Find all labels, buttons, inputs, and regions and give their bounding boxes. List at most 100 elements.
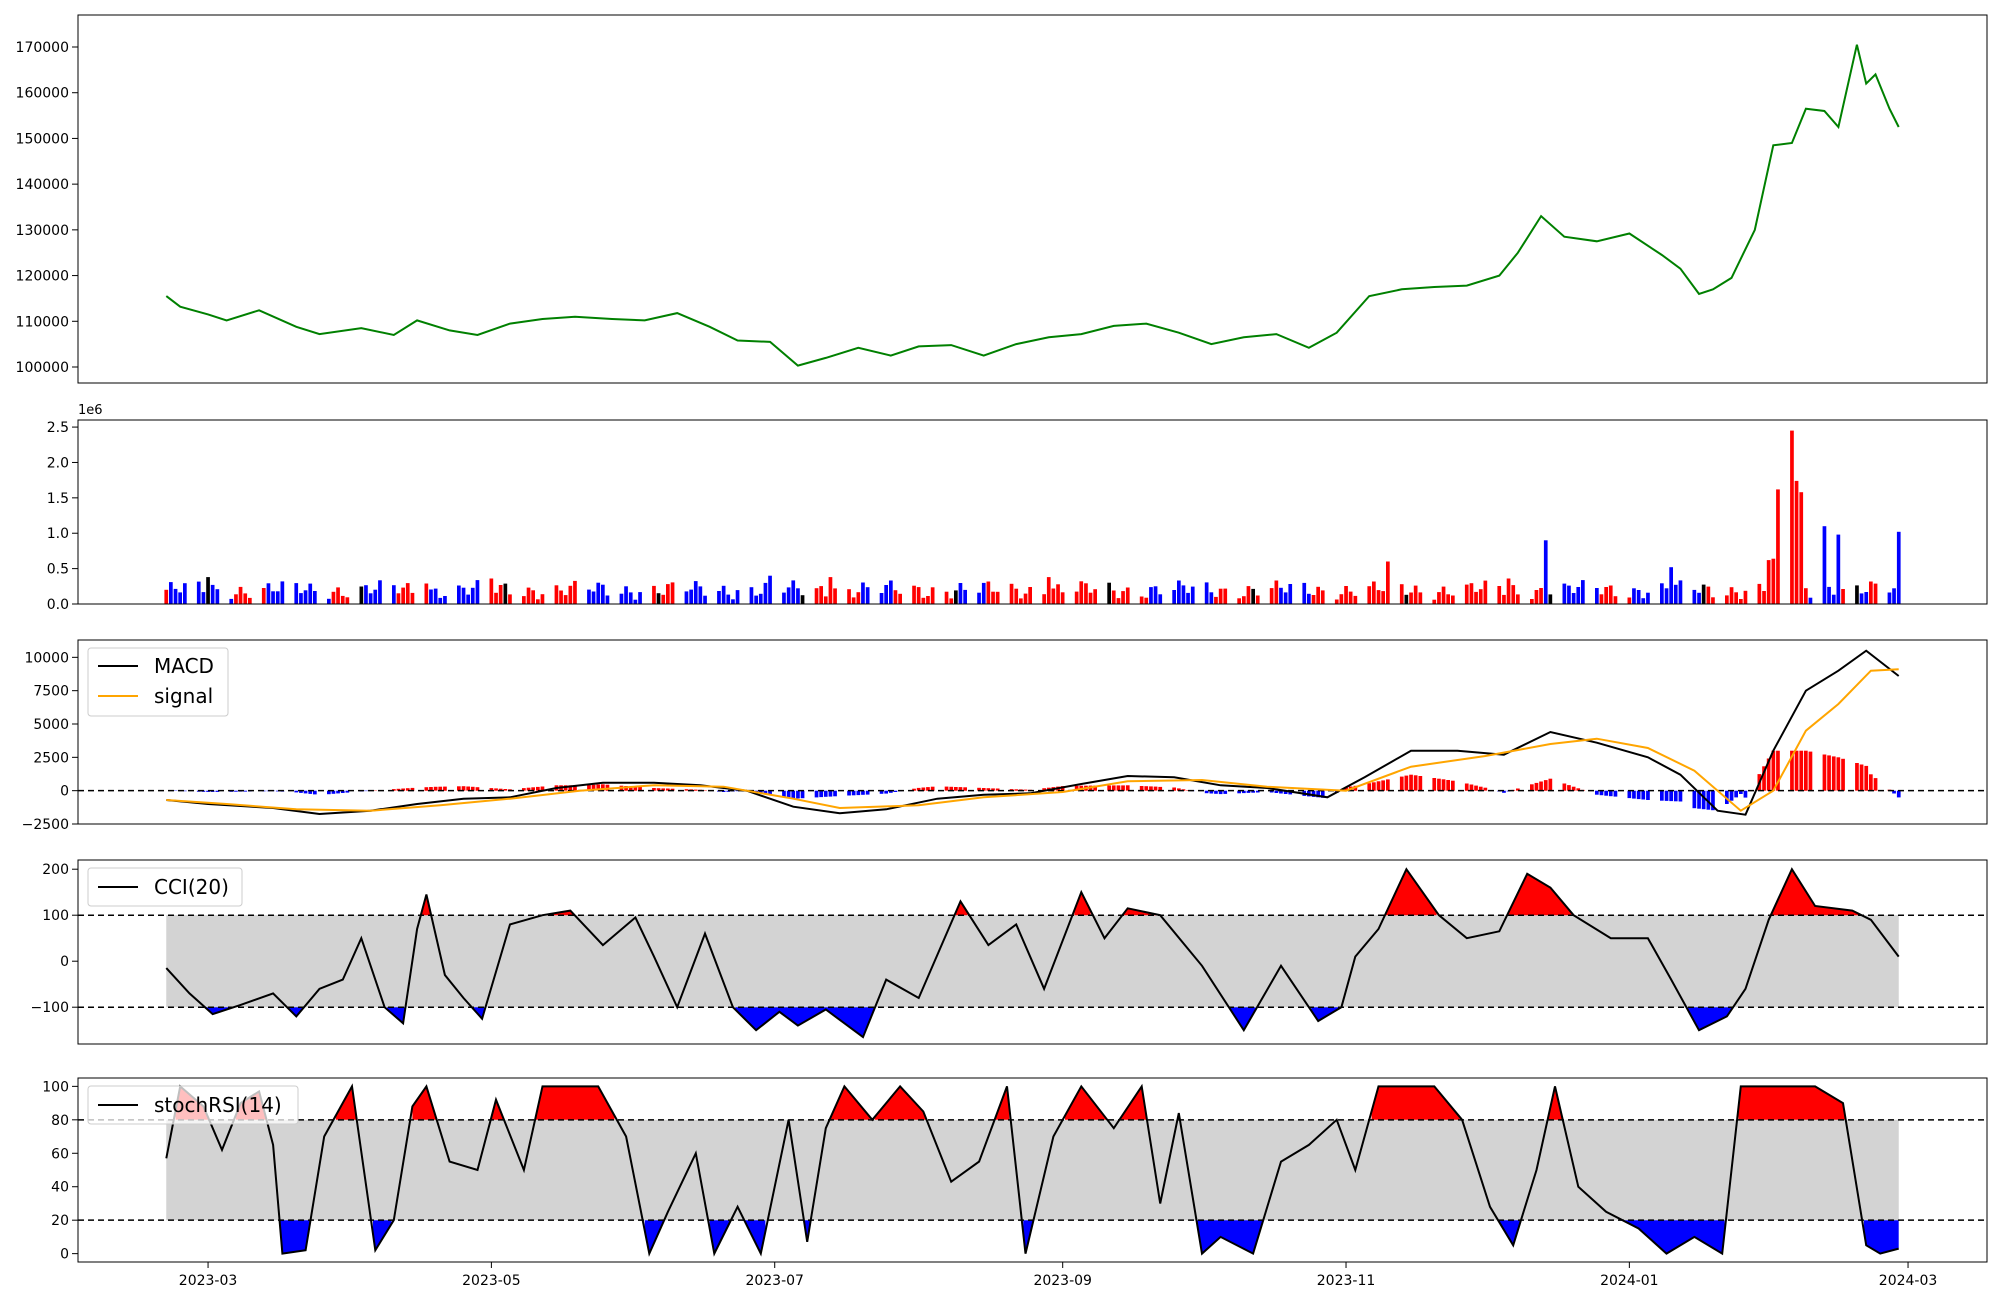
volume-bar (1111, 590, 1116, 604)
cci-ytick-label: −100 (31, 1000, 69, 1016)
volume-bar (299, 593, 303, 604)
volume-bar (1613, 596, 1618, 604)
volume-bar (1344, 586, 1348, 604)
macd-histogram-bar (392, 789, 396, 791)
price-line (165, 44, 1900, 367)
volume-bar (898, 593, 902, 604)
macd-histogram-bar (1214, 790, 1218, 794)
volume-ytick-label: 2.0 (47, 455, 69, 471)
volume-bar (1320, 590, 1325, 604)
volume-bar (1841, 589, 1845, 604)
macd-histogram-bar (1766, 758, 1771, 791)
volume-bar (470, 587, 475, 604)
volume-bar (1288, 584, 1293, 604)
volume-bar (995, 591, 1000, 604)
macd-histogram-bar (1311, 790, 1316, 797)
volume-bar (327, 598, 331, 604)
volume-bar (768, 575, 772, 604)
macd-histogram-bar (1771, 750, 1776, 791)
macd-histogram-bar (466, 786, 470, 791)
volume-bar (689, 589, 693, 604)
macd-histogram-bar (814, 790, 819, 798)
volume-bar (703, 595, 707, 604)
volume-bar (261, 588, 266, 604)
volume-bar (1604, 587, 1608, 604)
macd-histogram-bar (1669, 790, 1673, 802)
volume-bar (1014, 588, 1019, 604)
cci-legend: CCI(20) (87, 867, 243, 907)
volume-bar (1158, 594, 1163, 604)
price-ytick-label: 130000 (16, 223, 69, 239)
macd-histogram-bar (1873, 778, 1878, 791)
volume-bar (963, 589, 967, 604)
volume-bar (889, 580, 893, 604)
volume-bar (280, 581, 285, 604)
macd-histogram-bar (1808, 751, 1813, 791)
macd-histogram-bar (1827, 755, 1831, 791)
macd-legend-label: MACD (154, 654, 214, 678)
volume-bar (661, 594, 666, 604)
price-ytick-label: 100000 (16, 360, 69, 376)
macd-histogram-bar (884, 790, 888, 794)
volume-bar (670, 582, 675, 604)
macd-ytick-label: −2500 (22, 817, 69, 833)
macd-histogram-bar (1320, 790, 1325, 798)
volume-bar (1673, 584, 1678, 604)
macd-histogram-bar (1632, 790, 1636, 799)
volume-bar (498, 585, 503, 604)
volume-bar (977, 592, 981, 604)
volume-bar (856, 592, 861, 604)
volume-bar (443, 596, 447, 604)
volume-bar (313, 591, 317, 604)
volume-bar (1608, 585, 1613, 604)
macd-line (166, 649, 1900, 816)
volume-bar (1464, 584, 1469, 604)
stochrsi-legend-box (87, 1085, 299, 1125)
volume-bar (1214, 596, 1218, 604)
macd-histogram-bar (503, 789, 508, 791)
stochrsi-ytick-label: 60 (51, 1146, 69, 1162)
volume-bar (475, 580, 480, 604)
macd-histogram-bar (1543, 780, 1548, 791)
volume-bar (1562, 583, 1567, 604)
volume-bar (684, 591, 689, 604)
volume-bar (884, 585, 888, 604)
volume-bar (1478, 589, 1483, 604)
volume-bar (1766, 560, 1771, 604)
volume-bar (1088, 592, 1093, 604)
macd-histogram-bar (1413, 775, 1418, 791)
volume-bar (1790, 430, 1794, 604)
volume-bar (522, 596, 526, 604)
macd-histogram-bar (684, 789, 689, 791)
volume-bar (786, 587, 791, 604)
macd-histogram-bar (443, 786, 447, 791)
macd-yticks: −2500 0 2500 5000 7500 10000 (22, 650, 78, 833)
stochrsi-ytick-label: 40 (51, 1180, 69, 1196)
volume-bar (568, 585, 573, 604)
macd-histogram-bar (1841, 758, 1845, 791)
macd-histogram-bar (768, 790, 772, 795)
cci-fill-region (1771, 869, 1860, 916)
macd-histogram-bar (1381, 780, 1385, 791)
macd-histogram-bar (457, 786, 461, 791)
volume-bar (1827, 586, 1831, 604)
volume-bar (1125, 587, 1130, 604)
volume-bar (958, 583, 963, 604)
volume-bar (466, 594, 470, 604)
volume-bar (1116, 598, 1121, 604)
price-ytick-label: 160000 (16, 86, 69, 102)
volume-bar (1697, 592, 1701, 604)
macd-histogram-bar (1074, 785, 1079, 791)
volume-bar (1869, 581, 1873, 604)
cci-ytick-label: 100 (42, 908, 69, 924)
macd-histogram-bar (981, 788, 986, 791)
volume-bar (633, 599, 638, 604)
macd-histogram-bar (1418, 776, 1423, 791)
macd-histogram-bar (573, 785, 577, 791)
volume-bar (1311, 595, 1316, 604)
volume-bar (1418, 592, 1423, 604)
macd-ytick-label: 10000 (24, 650, 69, 666)
volume-bar (1367, 586, 1372, 604)
volume-bar (847, 589, 851, 604)
macd-histogram-bar (986, 788, 991, 791)
